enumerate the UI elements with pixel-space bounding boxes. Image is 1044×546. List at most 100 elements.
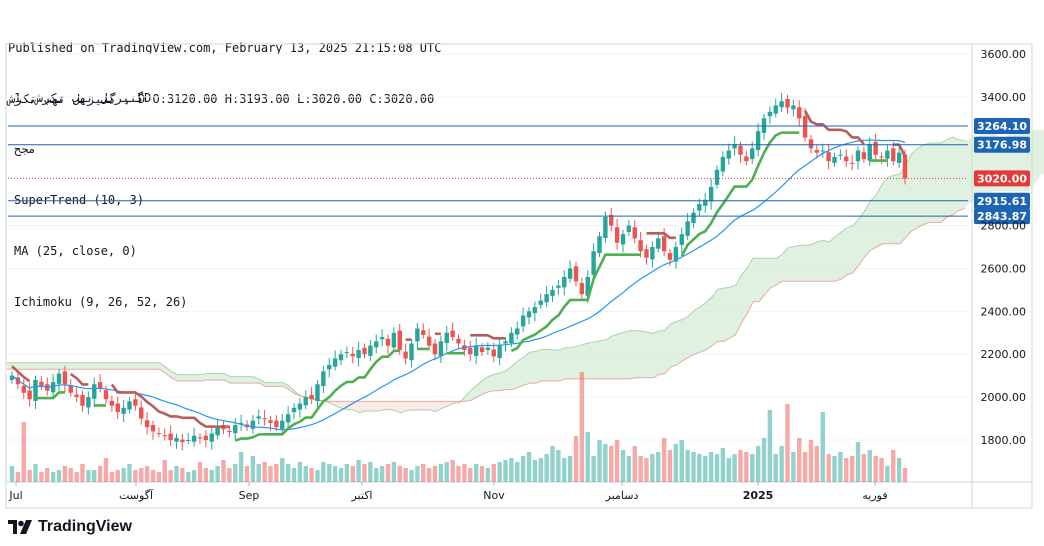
candle-body <box>585 277 590 296</box>
candle-body <box>697 204 702 211</box>
volume-bar <box>268 466 273 482</box>
volume-bar <box>86 470 91 482</box>
candle-body <box>603 216 608 238</box>
candle-body <box>426 336 432 346</box>
candle-body <box>227 430 232 432</box>
candle-body <box>556 285 561 288</box>
candle-body <box>309 394 314 400</box>
candle-body <box>274 420 279 428</box>
volume-bar <box>297 462 303 482</box>
candle-body <box>532 307 538 314</box>
volume-bar <box>609 446 614 482</box>
candle-body <box>632 227 637 239</box>
supertrend-down-line <box>470 334 506 340</box>
volume-bar <box>62 466 68 482</box>
volume-bar <box>409 470 414 482</box>
volume-bar <box>520 456 526 482</box>
candle-body <box>650 247 655 260</box>
candle-body <box>526 311 532 318</box>
volume-bar <box>280 458 285 482</box>
candle-body <box>667 253 673 260</box>
volume-bar <box>221 460 226 482</box>
time-tick-label: دسامبر <box>605 489 639 502</box>
candle-body <box>597 236 602 254</box>
volume-bar <box>456 466 461 482</box>
volume-bar <box>838 452 843 482</box>
candle-body <box>891 148 896 162</box>
candle-body <box>661 236 667 252</box>
supertrend-up-line <box>35 391 65 400</box>
volume-bar <box>203 468 209 482</box>
candle-body <box>808 139 814 149</box>
volume-bar <box>808 440 814 482</box>
volume-legend[interactable]: مجح <box>14 142 36 156</box>
candle-body <box>262 418 267 420</box>
volume-bar <box>861 454 867 482</box>
volume-bar <box>450 460 455 482</box>
candle-body <box>9 375 15 380</box>
volume-bar <box>303 466 308 482</box>
price-tick-label: 2000.00 <box>981 391 1027 404</box>
candle-body <box>744 156 749 162</box>
candle-body <box>268 420 273 423</box>
price-tick-label: 2600.00 <box>981 262 1027 275</box>
candle-body <box>121 407 126 414</box>
candle-body <box>732 144 737 149</box>
volume-bar <box>567 456 573 482</box>
volume-bar <box>579 372 585 482</box>
candle-body <box>544 294 549 303</box>
ichimoku-legend[interactable]: Ichimoku (9, 26, 52, 26) <box>14 295 188 309</box>
candle-body <box>703 199 708 206</box>
candle-body <box>473 345 479 356</box>
candle-body <box>691 212 696 223</box>
candle-body <box>456 338 461 344</box>
volume-bar <box>726 458 731 482</box>
volume-bar <box>503 460 508 482</box>
brand-name: TradingView <box>38 518 132 535</box>
candle-body <box>779 101 784 108</box>
level-tag <box>974 192 1030 209</box>
volume-bar <box>127 464 132 482</box>
volume-bar <box>515 462 520 482</box>
candle-body <box>855 150 861 162</box>
volume-bar <box>415 466 420 482</box>
candle-body <box>491 349 496 357</box>
volume-bar <box>814 446 820 482</box>
volume-bar <box>820 412 825 482</box>
volume-bar <box>849 456 855 482</box>
cloud-segment-bull <box>7 362 307 398</box>
volume-bar <box>750 454 755 482</box>
candle-body <box>327 364 332 370</box>
volume-bar <box>74 472 79 482</box>
candle-body <box>797 107 802 119</box>
volume-bar <box>121 468 126 482</box>
volume-bar <box>56 470 62 482</box>
volume-bar <box>544 454 549 482</box>
supertrend-legend[interactable]: SuperTrend (10, 3) <box>14 193 145 207</box>
candle-body <box>39 381 44 387</box>
volume-bar <box>133 470 138 482</box>
level-tag <box>974 136 1030 153</box>
candle-body <box>344 352 350 354</box>
ma-legend[interactable]: MA (25, close, 0) <box>14 244 137 258</box>
candle-body <box>80 394 85 406</box>
candle-body <box>215 427 220 436</box>
volume-bar <box>432 466 438 482</box>
time-tick-label: فوریه <box>862 489 887 502</box>
volume-bar <box>620 450 626 482</box>
symbol-title[interactable]: گنیزیل تهب تکرش, 1D <box>14 91 152 105</box>
candle-body <box>885 150 890 159</box>
candle-body <box>767 111 773 117</box>
candle-body <box>656 238 661 249</box>
candle-body <box>397 330 402 350</box>
candle-body <box>497 345 502 359</box>
level-tag <box>974 208 1030 225</box>
time-tick-label: Jul <box>8 489 22 502</box>
level-tag-label: 3176.98 <box>977 139 1027 152</box>
candle-body <box>203 435 209 440</box>
candle-body <box>150 424 156 432</box>
volume-bar <box>691 452 696 482</box>
candle-body <box>644 249 649 258</box>
volume-bar <box>80 464 85 482</box>
